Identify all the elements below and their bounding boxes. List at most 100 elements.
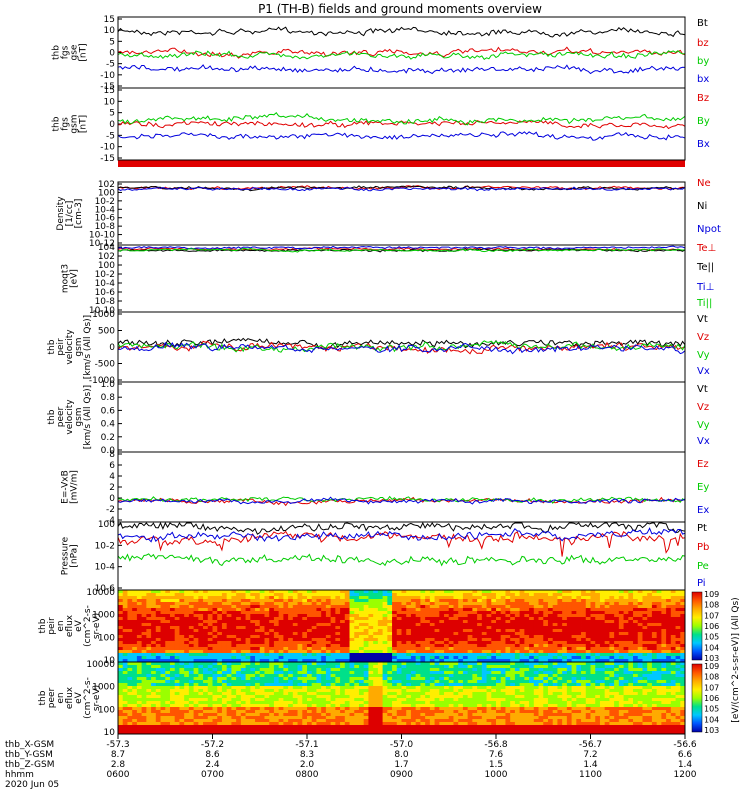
spectrogram-cell [547,650,554,654]
spectrogram-cell [429,695,435,699]
legend-Ez: Ez [697,459,709,470]
spectrogram-cell [212,626,218,630]
spectrogram-cell [647,602,653,606]
spectrogram-cell [543,683,549,687]
spectrogram-cell [297,668,303,672]
spectrogram-cell [288,638,294,642]
spectrogram-cell [363,644,369,648]
spectrogram-cell [505,617,511,621]
spectrogram-cell [240,686,246,690]
spectrogram-cell [637,665,643,669]
spectrogram-cell [462,623,469,627]
panel-density: Density [1/cc] [cm-3]10210010-210-410-610-… [56,178,721,249]
spectrogram-cell [203,641,209,645]
spectrogram-cell [297,629,303,633]
spectrogram-cell [231,629,237,633]
spectrogram-cell [623,608,629,612]
spectrogram-cell [255,668,261,672]
spectrogram-cell [373,605,379,609]
spectrogram-cell [283,614,289,618]
spectrogram-cell [203,662,209,666]
spectrogram-cell [637,683,643,687]
spectrogram-cell [288,608,294,612]
spectrogram-cell [169,671,176,675]
ylabel-temperature: moqt3 [61,264,71,293]
spectrogram-cell [458,599,464,603]
spectrogram-cell [661,680,667,684]
spectrogram-cell [349,662,355,666]
spectrogram-cell [595,647,601,651]
spectrogram-cell [439,629,445,633]
spectrogram-cell [618,632,624,636]
spectrogram-cell [132,683,138,687]
spectrogram-cell [240,680,246,684]
spectrogram-cell [283,683,289,687]
spectrogram-cell [547,599,554,603]
spectrogram-cell [179,629,185,633]
spectrogram-cell [146,638,152,642]
spectrogram-cell [255,617,261,621]
series-Ti⊥ [117,245,686,250]
spectrogram-cell [259,677,265,681]
spectrogram-cell [283,602,289,606]
ytick: 0 [109,494,115,504]
spectrogram-cell [505,614,511,618]
spectrogram-cell [524,704,530,708]
spectrogram-cell [325,689,332,693]
spectrogram-cell [481,647,487,651]
spectrogram-cell [642,662,648,666]
spectrogram-cell [283,593,289,597]
spectrogram-cell [642,659,648,663]
spectrogram-cell [273,629,280,633]
spectrogram-cell [491,674,497,678]
spectrogram-cell [486,632,492,636]
spectrogram-cell [529,659,535,663]
spectrogram-cell [358,599,365,603]
spectrogram-cell [609,653,615,657]
spectrogram-cell [146,686,152,690]
spectrogram-cell [439,662,445,666]
spectrogram-cell [410,629,417,633]
spectrogram-cell [467,659,473,663]
panel-frame [117,181,686,246]
spectrogram-cell [340,644,346,648]
spectrogram-cell [226,629,232,633]
spectrogram-cell [236,623,242,627]
spectrogram-cell [311,686,317,690]
spectrogram-cell [141,602,147,606]
spectrogram-cell [448,614,454,618]
spectrogram-cell [614,602,620,606]
spectrogram-cell [245,593,251,597]
spectrogram-cell [349,677,355,681]
spectrogram-cell [552,608,558,612]
spectrogram-cell [434,677,440,681]
spectrogram-cell [406,641,412,645]
spectrogram-cell [292,641,298,645]
spectrogram-cell [316,620,322,624]
spectrogram-cell [401,623,407,627]
spectrogram-cell [288,671,294,675]
spectrogram-cell [377,605,383,609]
spectrogram-cell [349,608,355,612]
spectrogram-cell [169,641,176,645]
spectrogram-cell [415,689,421,693]
spectrogram-cell [141,614,147,618]
spectrogram-cell [321,632,327,636]
spectrogram-cell [221,641,228,645]
spectrogram-cell [581,662,587,666]
spectrogram-cell [311,614,317,618]
spectrogram-cell [269,677,275,681]
spectrogram-cell [259,683,265,687]
spectrogram-cell [311,707,317,711]
spectrogram-cell [207,620,213,624]
spectrogram-cell [557,635,563,639]
spectrogram-cell [217,647,223,651]
spectrogram-cell [127,638,133,642]
spectrogram-cell [467,680,473,684]
ylabel-peer_spectrogram: (cm^2-s- [83,677,93,719]
spectrogram-cell [373,671,379,675]
spectrogram-cell [614,593,620,597]
spectrogram-cell [377,701,383,705]
spectrogram-cell [514,644,521,648]
spectrogram-cell [330,623,336,627]
